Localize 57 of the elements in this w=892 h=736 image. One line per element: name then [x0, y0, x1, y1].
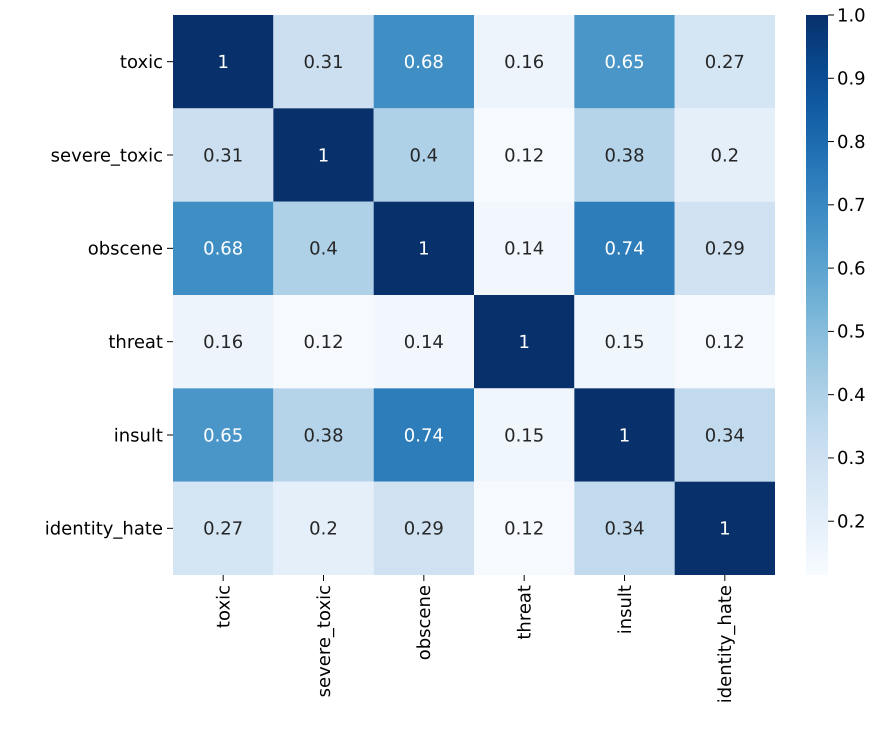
x-tick-label: identity_hate — [715, 585, 736, 704]
data-label: 0.65 — [203, 425, 244, 446]
data-label: 0.29 — [404, 518, 444, 540]
color-bar-label: 1.0 — [837, 5, 866, 26]
x-tick-label: threat — [514, 585, 536, 640]
data-label: 1 — [318, 145, 330, 166]
data-label: 0.31 — [203, 145, 244, 166]
data-label: 0.27 — [704, 52, 745, 73]
data-label: 0.12 — [504, 145, 544, 166]
data-label: 0.15 — [604, 332, 645, 353]
data-label: 0.16 — [203, 332, 244, 353]
color-bar-label: 0.5 — [837, 322, 866, 343]
data-label: 0.74 — [604, 238, 645, 260]
data-label: 0.65 — [604, 52, 645, 73]
color-bar-label: 0.9 — [837, 68, 866, 90]
data-label: 0.14 — [404, 332, 444, 353]
data-label: 1 — [418, 238, 430, 260]
data-label: 0.68 — [203, 238, 244, 260]
y-tick-label: obscene — [88, 238, 163, 260]
data-label: 0.2 — [309, 518, 338, 540]
data-label: 1 — [518, 332, 530, 353]
data-label: 0.12 — [704, 332, 745, 353]
y-tick-label: identity_hate — [44, 518, 163, 540]
color-bar-label: 0.2 — [837, 512, 866, 533]
data-label: 0.12 — [303, 332, 344, 353]
data-label: 0.31 — [303, 52, 344, 73]
data-label: 0.2 — [710, 145, 740, 166]
x-tick-label: severe_toxic — [314, 585, 335, 698]
data-label: 0.27 — [203, 518, 244, 540]
color-bar-label: 0.7 — [837, 195, 866, 216]
data-label: 0.38 — [604, 145, 645, 166]
data-label: 0.38 — [303, 425, 344, 446]
data-label: 0.4 — [410, 145, 438, 166]
data-label: 0.74 — [404, 425, 444, 446]
x-tick-label: toxic — [213, 585, 234, 628]
data-label: 1 — [618, 425, 630, 446]
x-tick-label: obscene — [414, 585, 436, 660]
data-label: 0.34 — [604, 518, 645, 540]
data-label: 0.68 — [404, 52, 444, 73]
x-tick-label: insult — [614, 585, 636, 634]
data-label: 0.12 — [504, 518, 544, 540]
y-tick-label: toxic — [120, 52, 163, 73]
data-label: 0.14 — [504, 238, 544, 260]
data-label: 0.15 — [504, 425, 544, 446]
data-label: 0.4 — [309, 238, 338, 260]
data-label: 0.29 — [704, 238, 745, 260]
color-bar-label: 0.4 — [837, 384, 866, 406]
data-label: 1 — [217, 52, 229, 73]
color-bar-label: 0.6 — [837, 258, 866, 280]
data-label: 0.16 — [504, 52, 544, 73]
data-label: 1 — [719, 518, 731, 540]
color-bar-label: 0.8 — [837, 132, 866, 153]
y-tick-label: threat — [108, 332, 163, 353]
color-bar-label: 0.3 — [837, 448, 866, 470]
data-label: 0.34 — [704, 425, 745, 446]
y-tick-label: severe_toxic — [50, 145, 163, 166]
y-tick-label: insult — [114, 425, 163, 446]
